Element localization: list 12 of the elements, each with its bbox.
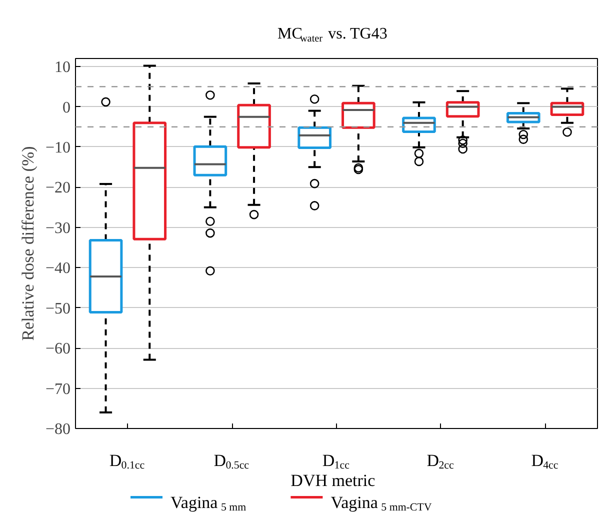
y-axis-title: Relative dose difference (%) xyxy=(18,146,38,341)
y-tick-label: −30 xyxy=(45,220,71,237)
y-tick-label: 10 xyxy=(54,59,70,76)
x-axis-title: DVH metric xyxy=(290,471,376,490)
y-tick-label: −70 xyxy=(45,380,71,398)
y-tick-label: −60 xyxy=(45,340,71,358)
y-tick-label: −20 xyxy=(45,180,71,197)
y-tick-label: −10 xyxy=(45,139,71,156)
y-tick-label: −50 xyxy=(45,300,71,318)
y-tick-label: −80 xyxy=(45,421,71,438)
y-tick-label: −40 xyxy=(45,260,71,278)
y-tick-label: 0 xyxy=(62,99,70,116)
